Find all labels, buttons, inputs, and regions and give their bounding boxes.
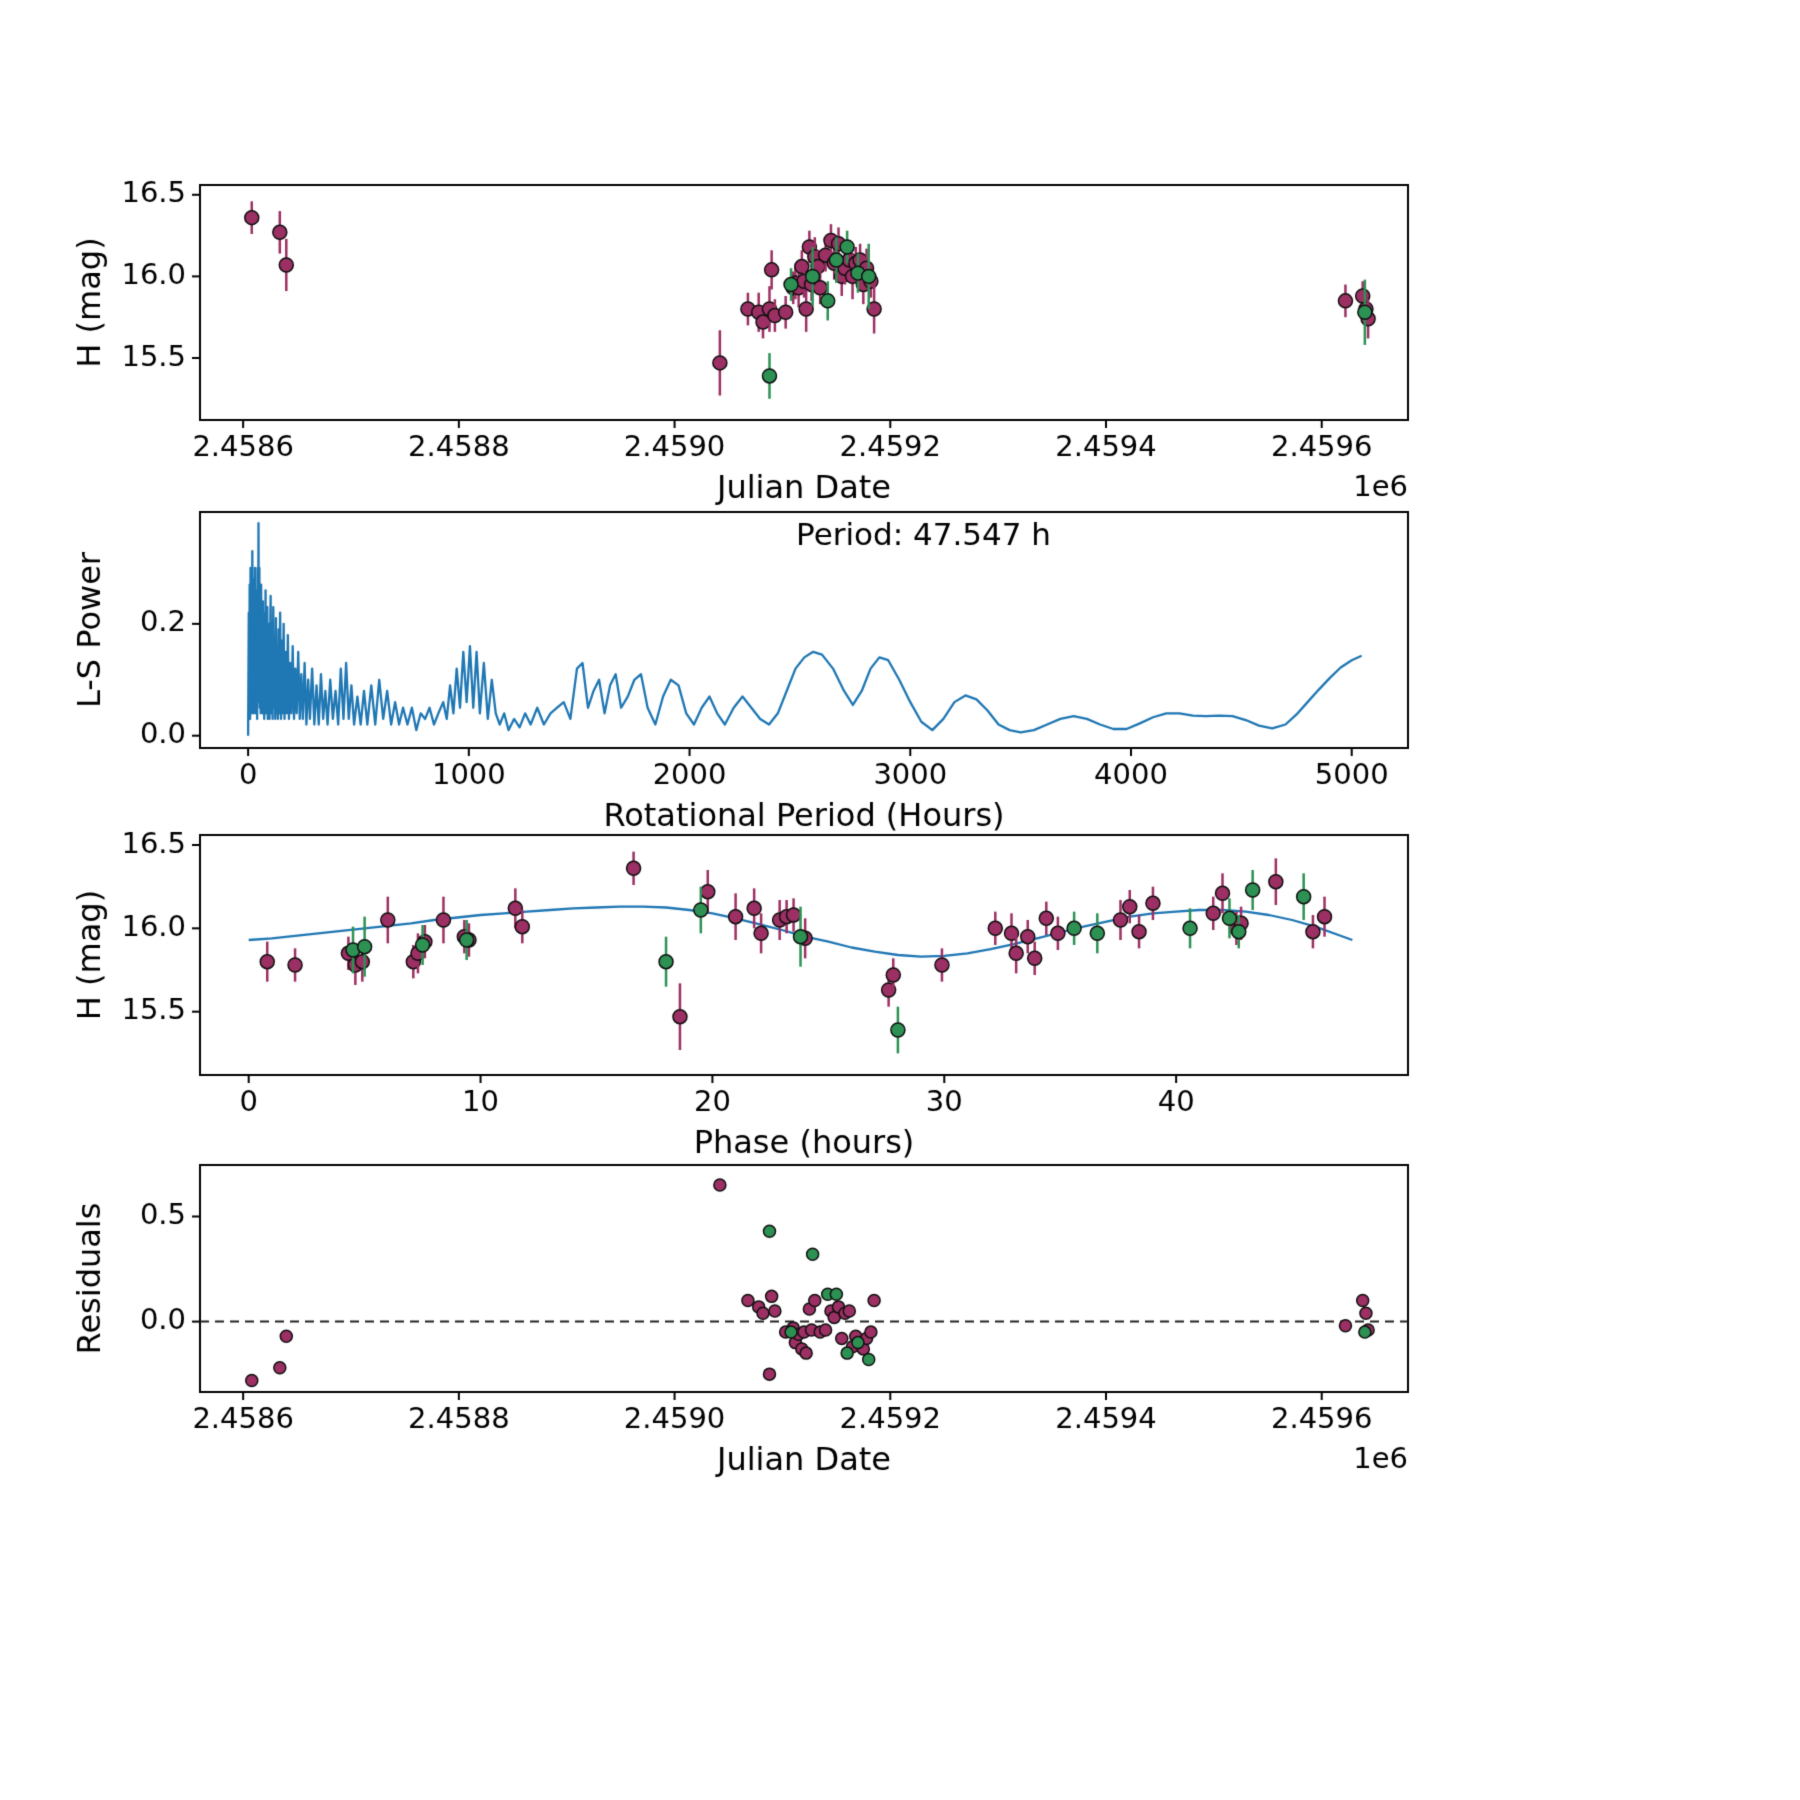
light-curve-canvas [0,0,1800,1800]
light-curve-figure: 119477 Light Curve Plots [0,0,1800,1800]
